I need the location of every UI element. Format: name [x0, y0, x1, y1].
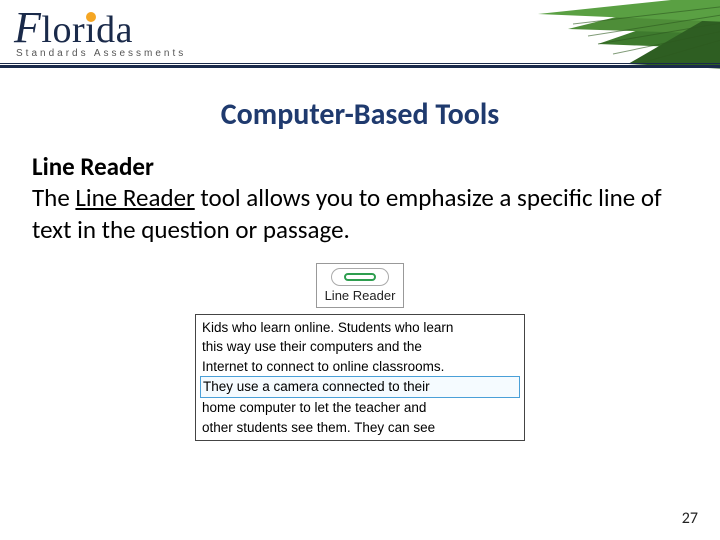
slide-title: Computer-Based Tools	[32, 96, 688, 133]
passage-line: other students see them. They can see	[202, 418, 518, 438]
section-heading: Line Reader	[32, 151, 688, 182]
sample-passage: Kids who learn online. Students who lear…	[195, 314, 525, 441]
florida-logo: Florıda Standards Assessments	[14, 6, 186, 59]
slide-header: Florıda Standards Assessments	[0, 0, 720, 78]
passage-line: Kids who learn online. Students who lear…	[202, 318, 518, 338]
figure-area: Line Reader Kids who learn online. Stude…	[32, 263, 688, 441]
passage-line-highlighted: They use a camera connected to their	[200, 376, 520, 398]
passage-line: Internet to connect to online classrooms…	[202, 357, 518, 377]
line-reader-tool-button[interactable]: Line Reader	[316, 263, 405, 308]
body-term-underlined: Line Reader	[75, 182, 194, 213]
logo-wordmark: Florıda	[14, 6, 186, 50]
logo-subtitle: Standards Assessments	[16, 48, 186, 59]
page-number: 27	[682, 509, 698, 528]
body-pre: The	[32, 182, 75, 213]
slide-content: Computer-Based Tools Line Reader The Lin…	[0, 78, 720, 441]
passage-line: home computer to let the teacher and	[202, 398, 518, 418]
body-paragraph: The Line Reader tool allows you to empha…	[32, 182, 688, 245]
line-reader-icon	[331, 268, 389, 286]
passage-line: this way use their computers and the	[202, 337, 518, 357]
line-reader-button-label: Line Reader	[325, 288, 396, 303]
header-rule-thick	[0, 65, 720, 68]
header-rule-thin	[0, 63, 720, 64]
